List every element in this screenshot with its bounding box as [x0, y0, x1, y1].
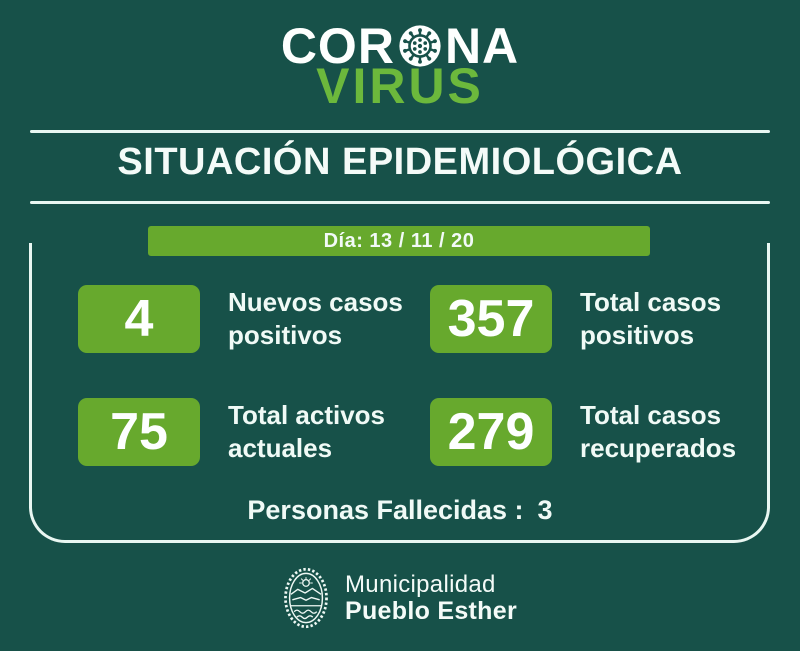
date-text: Día: 13 / 11 / 20	[323, 229, 475, 252]
stat-total-recovered-cases: 279 Total casos recuperados	[430, 398, 736, 466]
stat-value: 4	[124, 290, 154, 348]
deaths-value: 3	[537, 495, 553, 525]
municipality-name: Municipalidad Pueblo Esther	[345, 570, 517, 625]
municipality-name-line1: Municipalidad	[345, 570, 496, 598]
deaths-label: Personas Fallecidas :	[247, 495, 524, 525]
stat-label: Total activos actuales	[228, 400, 386, 463]
stat-value-box: 75	[78, 398, 200, 466]
date-banner: Día: 13 / 11 / 20	[148, 226, 650, 256]
logo-corona-right-text: NA	[444, 18, 520, 74]
stat-new-positive-cases: 4 Nuevos casos positivos	[78, 285, 403, 353]
stat-value-box: 279	[430, 398, 552, 466]
page-title: SITUACIÓN EPIDEMIOLÓGICA	[117, 141, 683, 183]
municipality-name-line2: Pueblo Esther	[345, 596, 517, 625]
stat-total-positive-cases: 357 Total casos positivos	[430, 285, 721, 353]
stat-value-box: 357	[430, 285, 552, 353]
logo-virus-text: VIRUS	[316, 58, 484, 114]
stat-label: Total casos positivos	[580, 287, 722, 350]
divider-line-top	[30, 130, 770, 133]
logo-corona-left-text: COR	[280, 18, 395, 74]
logo-corona-row: COR	[0, 18, 800, 74]
deaths-line: Personas Fallecidas : 3	[0, 495, 800, 526]
stat-value: 279	[447, 403, 535, 461]
coronavirus-logo: COR	[0, 18, 800, 114]
stat-total-active-cases: 75 Total activos actuales	[78, 398, 385, 466]
stats-panel-border	[29, 243, 770, 543]
stat-value-box: 4	[78, 285, 200, 353]
stat-value: 75	[110, 403, 168, 461]
virus-icon	[399, 25, 441, 67]
stat-label: Total casos recuperados	[580, 400, 737, 463]
municipal-crest-icon	[284, 567, 328, 629]
municipality-footer: Municipalidad Pueblo Esther	[0, 567, 800, 629]
stat-label: Nuevos casos positivos	[228, 287, 403, 350]
stat-value: 357	[447, 290, 535, 348]
divider-line-bottom	[30, 201, 770, 204]
